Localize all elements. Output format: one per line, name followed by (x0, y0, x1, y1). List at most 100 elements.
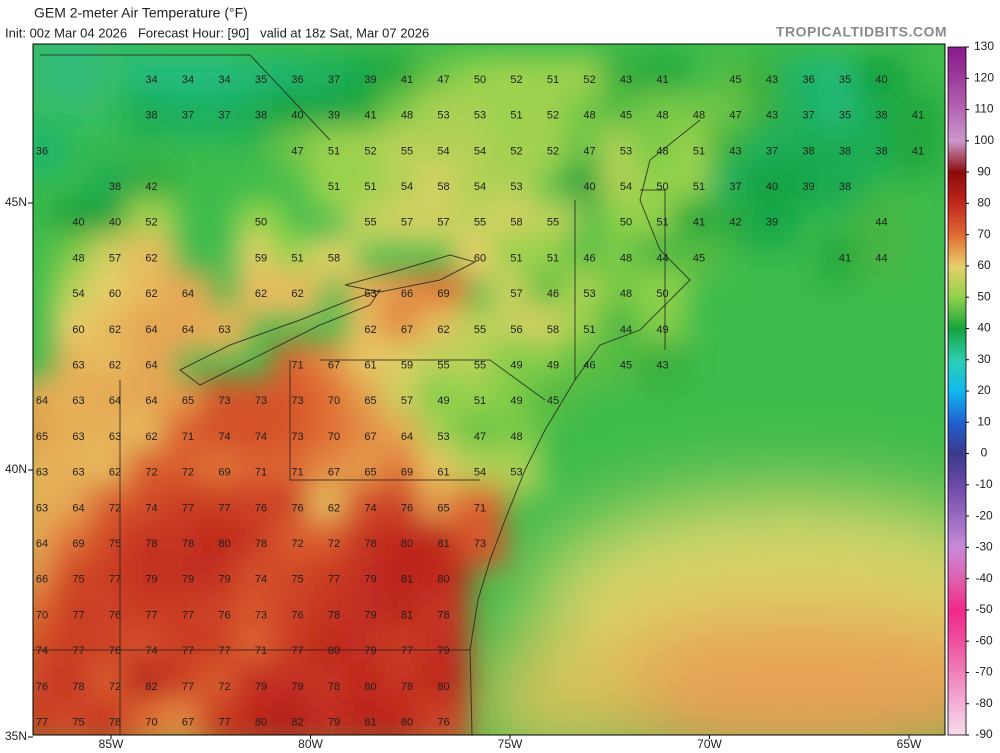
temperature-label: 54 (474, 145, 486, 157)
colorbar-segment (948, 453, 966, 486)
temperature-label: 63 (72, 360, 84, 372)
temperature-label: 74 (218, 431, 230, 443)
temperature-label: 54 (474, 467, 486, 479)
temperature-label: 45 (547, 395, 559, 407)
temperature-label: 41 (912, 110, 924, 122)
temperature-label: 78 (145, 538, 157, 550)
colorbar-label: -40 (975, 571, 993, 585)
temperature-label: 53 (474, 110, 486, 122)
temperature-label: 63 (36, 502, 48, 514)
lon-label: 65W (897, 737, 922, 751)
temperature-cell (636, 341, 689, 390)
temperature-label: 71 (291, 467, 303, 479)
temperature-label: 54 (401, 181, 413, 193)
temperature-label: 78 (72, 681, 84, 693)
temperature-label: 56 (510, 324, 522, 336)
state-line-6 (640, 189, 666, 350)
temperature-label: 48 (620, 252, 632, 264)
temperature-label: 63 (364, 288, 376, 300)
temperature-label: 41 (912, 145, 924, 157)
temperature-label: 55 (364, 217, 376, 229)
temperature-label: 71 (291, 360, 303, 372)
temperature-label: 38 (109, 181, 121, 193)
temperature-label: 53 (437, 431, 449, 443)
temperature-label: 79 (145, 574, 157, 586)
temperature-label: 69 (218, 467, 230, 479)
temperature-label: 51 (693, 181, 705, 193)
temperature-label: 40 (291, 110, 303, 122)
temperature-label: 55 (474, 324, 486, 336)
temperature-label: 69 (72, 538, 84, 550)
colorbar-segment (948, 234, 966, 267)
colorbar-label: 50 (977, 289, 991, 303)
temperature-label: 49 (510, 360, 522, 372)
temperature-label: 52 (145, 217, 157, 229)
temperature-label: 77 (182, 645, 194, 657)
temperature-label: 70 (328, 431, 340, 443)
colorbar-segment (948, 703, 966, 736)
temperature-label: 58 (328, 252, 340, 264)
temperature-label: 74 (36, 645, 48, 657)
temperature-label: 54 (72, 288, 84, 300)
colorbar-label: 70 (977, 227, 991, 241)
temperature-label: 43 (766, 110, 778, 122)
temperature-label: 44 (620, 324, 632, 336)
temperature-label: 41 (364, 110, 376, 122)
temperature-label: 50 (620, 217, 632, 229)
temperature-label: 62 (291, 288, 303, 300)
temperature-label: 39 (766, 217, 778, 229)
colorbar-label: -20 (975, 508, 993, 522)
temperature-label: 49 (437, 395, 449, 407)
temperature-label: 38 (145, 110, 157, 122)
temperature-label: 55 (474, 360, 486, 372)
temperature-label: 58 (437, 181, 449, 193)
temperature-label: 54 (437, 145, 449, 157)
temperature-label: 78 (401, 681, 413, 693)
lake-erie (179, 289, 382, 386)
colorbar-label: 60 (977, 258, 991, 272)
temperature-label: 38 (839, 145, 851, 157)
state-line-7 (40, 54, 331, 141)
temperature-label: 47 (729, 110, 741, 122)
temperature-label: 42 (145, 181, 157, 193)
temperature-label: 37 (802, 110, 814, 122)
temperature-label: 77 (401, 645, 413, 657)
temperature-label: 71 (255, 645, 267, 657)
temperature-label: 76 (218, 609, 230, 621)
temperature-label: 51 (328, 145, 340, 157)
temperature-label: 39 (364, 74, 376, 86)
temperature-label: 52 (547, 110, 559, 122)
temperature-label: 78 (328, 681, 340, 693)
colorbar-segment (948, 516, 966, 548)
temperature-label: 58 (547, 324, 559, 336)
temperature-label: 67 (328, 360, 340, 372)
temperature-label: 53 (510, 181, 522, 193)
temperature-label: 66 (401, 288, 413, 300)
temperature-label: 72 (182, 467, 194, 479)
temperature-label: 79 (437, 645, 449, 657)
temperature-label: 63 (218, 324, 230, 336)
temperature-label: 34 (145, 74, 157, 86)
temperature-label: 66 (36, 574, 48, 586)
temperature-label: 51 (693, 145, 705, 157)
temperature-label: 71 (255, 467, 267, 479)
temperature-label: 51 (328, 181, 340, 193)
lon-label: 85W (99, 737, 124, 751)
temperature-label: 47 (583, 145, 595, 157)
temperature-label: 62 (109, 360, 121, 372)
temperature-label: 77 (291, 645, 303, 657)
temperature-label: 37 (328, 74, 340, 86)
temperature-label: 49 (547, 360, 559, 372)
temperature-label: 36 (802, 74, 814, 86)
temperature-label: 44 (875, 217, 887, 229)
temperature-label: 51 (583, 324, 595, 336)
colorbar-segment (948, 297, 966, 329)
temperature-label: 37 (729, 181, 741, 193)
temperature-label: 51 (547, 74, 559, 86)
temperature-label: 59 (401, 360, 413, 372)
temperature-label: 77 (218, 717, 230, 729)
temperature-label: 41 (693, 217, 705, 229)
colorbar-label: 90 (977, 164, 991, 178)
temperature-label: 35 (839, 74, 851, 86)
temperature-cell (746, 198, 798, 247)
